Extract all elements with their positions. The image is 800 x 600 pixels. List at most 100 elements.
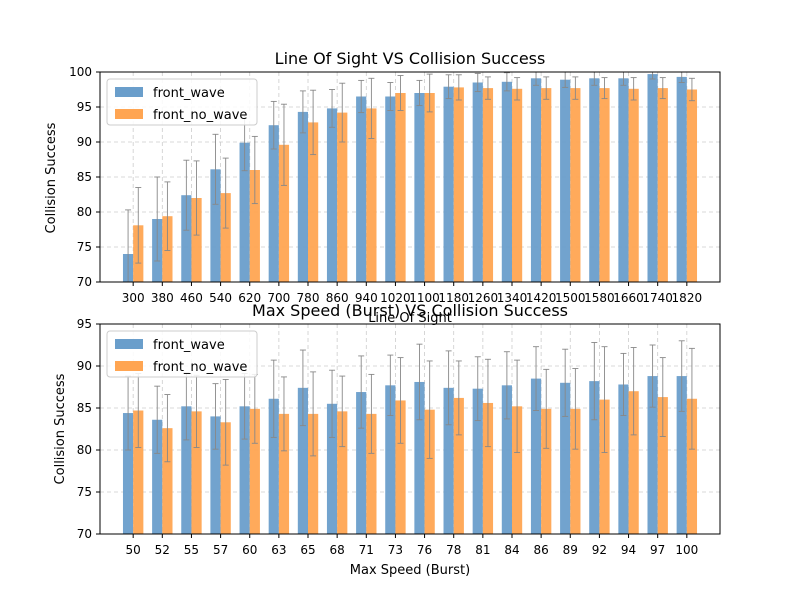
bar-front-no-wave [657,88,668,282]
bar-front-wave [239,142,250,282]
y-tick-label: 85 [77,401,92,415]
bar-front-no-wave [278,144,290,282]
x-tick-label: 57 [213,543,228,557]
legend-swatch [115,361,143,371]
bar-front-wave [414,381,425,534]
x-tick-label: 620 [238,291,261,305]
x-tick-label: 1660 [613,291,644,305]
bar-front-wave [443,387,454,534]
bar-front-wave [239,406,250,534]
legend-swatch [115,109,143,119]
bar-front-no-wave [599,399,610,534]
legend-label: front_wave [153,86,225,101]
x-tick-label: 55 [184,543,199,557]
bar-front-no-wave [133,410,144,534]
legend: front_wave front_no_wave [106,78,258,126]
bar-front-no-wave [453,397,464,534]
x-tick-label: 1180 [438,291,469,305]
bar-front-wave [268,125,279,282]
x-tick-label: 52 [155,543,170,557]
bar-front-no-wave [249,170,260,282]
legend-label: front_no_wave [153,360,247,375]
bar-front-wave [181,195,192,282]
bar-front-wave [122,413,134,534]
legend-label: front_wave [153,338,225,353]
bar-front-no-wave [308,413,319,534]
bar-front-wave [647,74,658,282]
bar-front-no-wave [395,93,406,282]
chart-title: Line Of Sight VS Collision Success [275,49,546,68]
bar-front-wave [589,381,600,534]
y-tick-label: 85 [77,170,92,184]
x-tick-label: 78 [446,543,461,557]
bar-front-no-wave [395,400,406,534]
x-tick-label: 1340 [497,291,528,305]
x-tick-label: 1580 [584,291,615,305]
y-tick-label: 70 [77,275,92,289]
bar-front-wave [676,376,687,534]
bar-front-no-wave [686,398,698,534]
y-tick-label: 70 [77,527,92,541]
bar-front-wave [530,78,542,282]
bar-front-wave [501,385,512,534]
x-tick-label: 50 [126,543,141,557]
x-tick-label: 1020 [380,291,411,305]
x-tick-label: 780 [297,291,320,305]
bar-front-wave [385,96,396,282]
y-tick-label: 95 [77,100,92,114]
chart-title: Max Speed (Burst) VS Collision Success [252,301,568,320]
x-axis-label: Max Speed (Burst) [350,563,470,578]
bar-front-no-wave [191,411,202,534]
bar-front-wave [618,384,629,534]
bar-front-no-wave [511,406,523,534]
x-tick-label: 68 [330,543,345,557]
x-tick-label: 65 [300,543,315,557]
y-tick-label: 90 [77,359,92,373]
x-tick-label: 63 [271,543,286,557]
x-tick-label: 380 [151,291,174,305]
y-tick-label: 80 [77,205,92,219]
bar-front-wave [297,387,309,534]
bar-front-no-wave [162,428,173,534]
x-tick-label: 92 [592,543,607,557]
x-tick-label: 86 [533,543,548,557]
bar-front-no-wave [482,88,494,282]
x-tick-label: 460 [180,291,203,305]
bar-front-wave [152,419,163,534]
bar-front-no-wave [337,411,348,534]
bar-front-no-wave [657,397,668,534]
bar-front-no-wave [278,413,290,534]
bar-front-no-wave [628,391,639,534]
bar-front-wave [560,382,571,534]
bar-front-wave [472,388,483,534]
x-tick-label: 94 [621,543,636,557]
bar-front-wave [589,78,600,282]
bar-front-wave [676,76,687,283]
x-tick-label: 84 [504,543,519,557]
legend-box [106,78,258,126]
bar-front-wave [530,378,542,534]
bar-front-no-wave [628,88,639,282]
bar-front-no-wave [220,422,231,534]
bar-front-wave [560,79,571,282]
bar-front-no-wave [453,87,464,283]
legend: front_wave front_no_wave [106,330,258,378]
bar-front-wave [210,416,221,534]
bar-front-no-wave [308,122,319,283]
axes-frame [99,323,721,535]
bar-front-no-wave [570,88,581,282]
bar-front-wave [414,93,425,282]
x-tick-label: 1100 [409,291,440,305]
x-axis-label: Line Of Sight [368,311,452,326]
bar-front-no-wave [366,108,377,283]
x-tick-label: 60 [242,543,257,557]
bar-front-wave [210,169,221,282]
bar-front-wave [356,392,367,534]
x-tick-label: 89 [563,543,578,557]
x-tick-label: 1820 [672,291,703,305]
y-tick-label: 90 [77,135,92,149]
y-tick-label: 95 [77,317,92,331]
bar-front-wave [618,78,629,282]
legend-label: front_no_wave [153,108,247,123]
bar-front-no-wave [249,408,260,534]
